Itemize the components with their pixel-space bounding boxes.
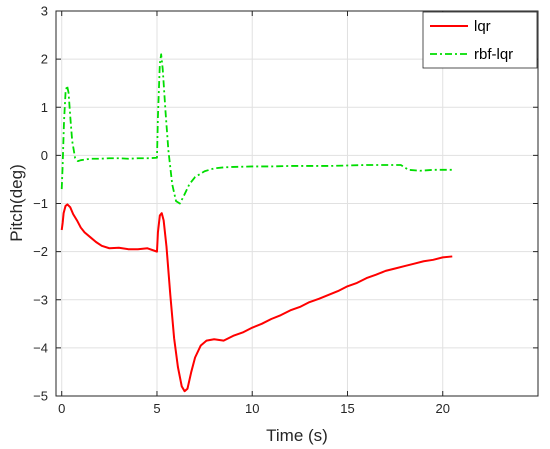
x-tick-label: 10 xyxy=(245,401,259,416)
y-tick-label: −5 xyxy=(33,389,48,404)
series-line-lqr xyxy=(60,203,453,393)
legend-label-lqr: lqr xyxy=(474,18,491,35)
y-tick-label: 0 xyxy=(41,148,48,163)
legend: lqr rbf-lqr xyxy=(422,11,538,69)
y-tick-label: 1 xyxy=(41,100,48,115)
x-tick-label: 5 xyxy=(153,401,160,416)
legend-box xyxy=(422,11,538,69)
series-layer xyxy=(60,53,455,393)
series-line-rbf-lqr xyxy=(60,53,455,205)
ticks: 0 5 10 15 20 −5 −4 −3 −2 −1 0 1 2 3 xyxy=(33,4,538,416)
y-tick-label: −1 xyxy=(33,196,48,211)
x-tick-label: 20 xyxy=(436,401,450,416)
legend-label-rbf-lqr: rbf-lqr xyxy=(474,46,513,63)
y-tick-label: −3 xyxy=(33,292,48,307)
y-tick-label: −2 xyxy=(33,244,48,259)
y-tick-label: 3 xyxy=(41,4,48,19)
y-axis-label: Pitch(deg) xyxy=(7,164,26,241)
y-tick-label: −4 xyxy=(33,340,48,355)
y-tick-label: 2 xyxy=(41,52,48,67)
x-axis-label: Time (s) xyxy=(266,426,328,445)
x-tick-label: 0 xyxy=(58,401,65,416)
x-tick-label: 15 xyxy=(340,401,354,416)
